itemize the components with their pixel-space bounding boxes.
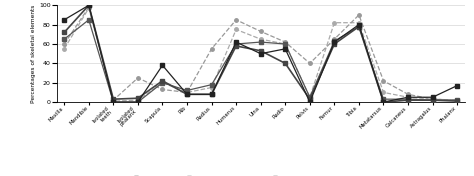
Average Strigiformes [430,98,436,100]
Average Tyto alba [160,80,165,82]
Strix chacoensis [283,48,288,50]
Average Tyto alba [430,99,436,101]
Average Strigiformes [110,100,116,102]
Strix aluco [209,84,214,86]
Strix nebulosa [110,99,116,101]
Strix nebulosa [331,38,337,40]
Average Tyto alba [184,93,190,95]
Average Strigiformes [283,43,288,45]
Line: Strix nebulosa: Strix nebulosa [63,5,459,102]
Strix nebulosa [86,6,91,8]
Average Tyto alba [454,100,460,102]
Strix aluco [283,43,288,45]
Strix aluco [184,89,190,92]
Strix nebulosa [62,43,67,45]
Strix nebulosa [356,14,362,16]
Average Tyto alba [331,43,337,45]
Average Strigiformes [160,82,165,84]
Strix nebulosa [233,19,239,21]
Strix nebulosa [430,98,436,100]
Strix nebulosa [283,41,288,43]
Average Strigiformes [258,38,264,40]
Strix aluco [258,41,264,43]
Strix nebulosa [135,77,141,79]
Line: Average Strigiformes: Average Strigiformes [63,7,459,103]
Strix nebulosa [209,48,214,50]
Average Strigiformes [454,99,460,101]
Average Strigiformes [62,48,67,50]
Average Tyto alba [86,4,91,6]
Strix aluco [356,26,362,28]
Strix aluco [110,101,116,103]
Strix aluco [430,99,436,101]
Strix aluco [86,19,91,21]
Strix aluco [331,40,337,42]
Average Tyto alba [62,31,67,33]
Average Strigiformes [86,7,91,9]
Line: Strix chacoensis: Strix chacoensis [63,4,459,104]
Average Tyto alba [356,26,362,28]
Strix aluco [307,96,313,98]
Average Strigiformes [381,91,386,93]
Strix nebulosa [258,30,264,32]
Strix chacoensis [307,101,313,103]
Average Tyto alba [135,97,141,99]
Strix chacoensis [233,41,239,43]
Strix nebulosa [454,99,460,101]
Average Strigiformes [209,87,214,89]
Strix chacoensis [454,85,460,87]
Average Strigiformes [233,29,239,31]
Strix chacoensis [356,24,362,26]
Average Strigiformes [356,22,362,24]
Strix aluco [381,98,386,100]
Average Strigiformes [307,96,313,98]
Strix chacoensis [258,53,264,55]
Average Tyto alba [381,101,386,103]
Strix chacoensis [160,64,165,66]
Strix chacoensis [381,101,386,103]
Average Strigiformes [331,22,337,24]
Average Strigiformes [184,91,190,93]
Strix aluco [135,101,141,103]
Strix chacoensis [209,93,214,95]
Average Tyto alba [283,62,288,64]
Average Tyto alba [233,45,239,47]
Strix aluco [233,43,239,45]
Line: Average Tyto alba: Average Tyto alba [63,4,459,104]
Strix nebulosa [307,62,313,64]
Strix chacoensis [62,19,67,21]
Strix chacoensis [110,101,116,103]
Strix chacoensis [430,96,436,98]
Average Tyto alba [405,99,411,101]
Y-axis label: Percentages of skeletal elements: Percentages of skeletal elements [31,5,36,103]
Strix chacoensis [135,101,141,103]
Strix aluco [160,82,165,84]
Strix chacoensis [331,41,337,43]
Average Tyto alba [258,50,264,52]
Average Strigiformes [405,96,411,98]
Strix nebulosa [160,89,165,91]
Strix chacoensis [405,96,411,98]
Average Strigiformes [135,99,141,101]
Strix chacoensis [184,93,190,95]
Average Tyto alba [209,93,214,95]
Strix aluco [454,99,460,101]
Strix nebulosa [381,80,386,82]
Strix chacoensis [86,4,91,6]
Legend: Strix chacoensis, Strix aluco, Strix nebulosa, Average Tyto alba, Average Strigi: Strix chacoensis, Strix aluco, Strix neb… [130,174,391,176]
Line: Strix aluco: Strix aluco [63,18,459,104]
Strix aluco [405,98,411,100]
Average Tyto alba [307,98,313,100]
Strix aluco [62,38,67,40]
Strix nebulosa [405,93,411,95]
Average Tyto alba [110,98,116,100]
Strix nebulosa [184,91,190,93]
